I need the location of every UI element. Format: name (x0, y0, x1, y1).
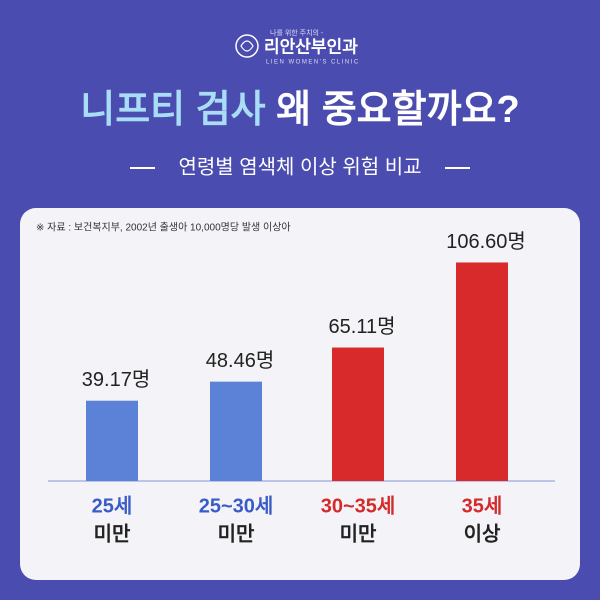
chart-title: 니프티 검사 왜 중요할까요? (80, 89, 519, 131)
logo-english: LIEN WOMEN'S CLINIC (266, 60, 360, 66)
value-label: 106.60명 (446, 230, 526, 253)
category-label: 30~35세 (321, 494, 396, 517)
category-label: 이상 (464, 522, 501, 545)
logo-icon-leaf (240, 40, 254, 52)
logo-icon (235, 34, 259, 58)
value-label: 65.11명 (329, 315, 396, 338)
card (20, 208, 580, 580)
subtitle: 연령별 염색체 이상 위험 비교 (178, 155, 421, 178)
category-label: 35세 (462, 494, 503, 517)
logo-name: 리안산부인과 (264, 37, 358, 56)
bar (332, 347, 384, 481)
title-rest: 왜 중요할까요? (276, 89, 520, 131)
category-label: 미만 (218, 522, 255, 545)
bar (456, 262, 508, 481)
category-label: 미만 (340, 522, 377, 545)
bar (86, 400, 138, 481)
value-label: 48.46명 (206, 349, 274, 372)
category-label: 25~30세 (199, 494, 274, 517)
category-label: 25세 (92, 494, 133, 517)
logo: 나를 위한 주치의 - 리안산부인과 LIEN WOMEN'S CLINIC (235, 28, 360, 66)
bar (210, 381, 262, 481)
title-highlight: 니프티 검사 (80, 89, 265, 131)
logo-tagline: 나를 위한 주치의 - (270, 28, 324, 37)
category-label: 미만 (94, 522, 131, 545)
value-label: 39.17명 (82, 368, 150, 391)
source-note: ※ 자료 : 보건복지부, 2002년 출생아 10,000명당 발생 이상아 (36, 222, 291, 234)
